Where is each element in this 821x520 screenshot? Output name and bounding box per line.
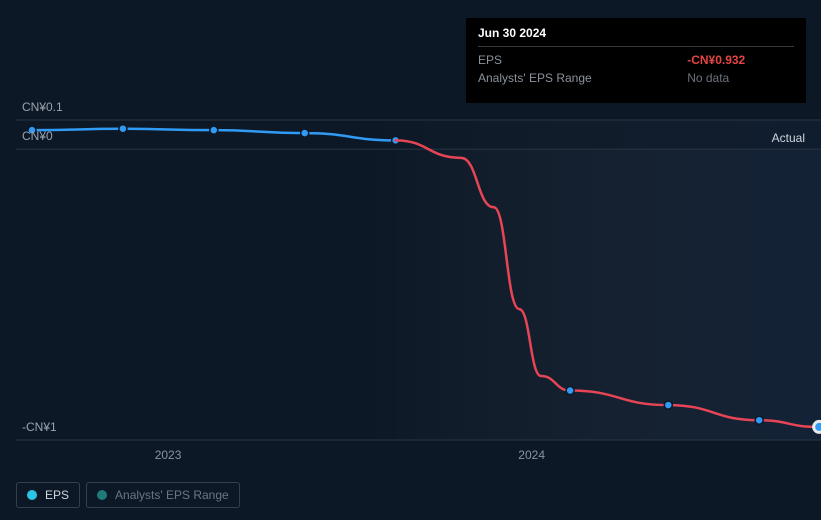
legend-item-eps[interactable]: EPS [16, 482, 80, 508]
y-tick-label: CN¥0.1 [22, 100, 63, 114]
actual-label: Actual [772, 131, 805, 145]
tooltip-range-value: No data [687, 69, 794, 87]
tooltip-title: Jun 30 2024 [478, 26, 794, 47]
x-tick-label: 2023 [155, 448, 182, 462]
tooltip-row-range: Analysts' EPS Range No data [478, 69, 794, 87]
chart-tooltip: Jun 30 2024 EPS -CN¥0.932 Analysts' EPS … [466, 18, 806, 103]
tooltip-table: EPS -CN¥0.932 Analysts' EPS Range No dat… [478, 51, 794, 87]
legend-range-label: Analysts' EPS Range [115, 488, 229, 502]
legend-eps-label: EPS [45, 488, 69, 502]
legend-dot-icon [97, 490, 107, 500]
legend-dot-icon [27, 490, 37, 500]
x-tick-label: 2024 [518, 448, 545, 462]
tooltip-eps-label: EPS [478, 51, 687, 69]
tooltip-range-label: Analysts' EPS Range [478, 69, 687, 87]
tooltip-row-eps: EPS -CN¥0.932 [478, 51, 794, 69]
legend-item-range[interactable]: Analysts' EPS Range [86, 482, 240, 508]
y-tick-label: -CN¥1 [22, 420, 57, 434]
y-tick-label: CN¥0 [22, 129, 53, 143]
chart-legend: EPS Analysts' EPS Range [16, 482, 240, 508]
tooltip-eps-value: -CN¥0.932 [687, 51, 794, 69]
